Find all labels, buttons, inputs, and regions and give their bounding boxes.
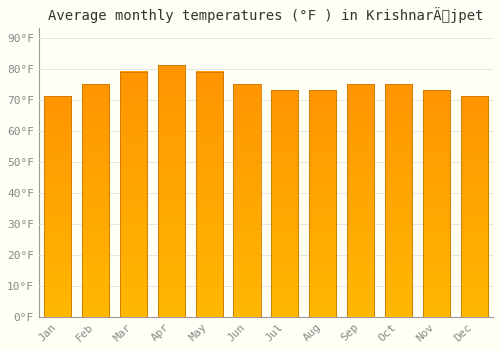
Bar bbox=[196, 72, 223, 317]
Bar bbox=[385, 84, 412, 317]
Bar bbox=[347, 84, 374, 317]
Bar bbox=[158, 65, 185, 317]
Bar bbox=[460, 97, 488, 317]
Bar bbox=[234, 84, 260, 317]
Bar bbox=[82, 84, 109, 317]
Title: Average monthly temperatures (°F ) in KrishnarÄjpet: Average monthly temperatures (°F ) in Kr… bbox=[48, 7, 484, 23]
Bar bbox=[309, 90, 336, 317]
Bar bbox=[422, 90, 450, 317]
Bar bbox=[120, 72, 147, 317]
Bar bbox=[271, 90, 298, 317]
Bar bbox=[44, 97, 72, 317]
